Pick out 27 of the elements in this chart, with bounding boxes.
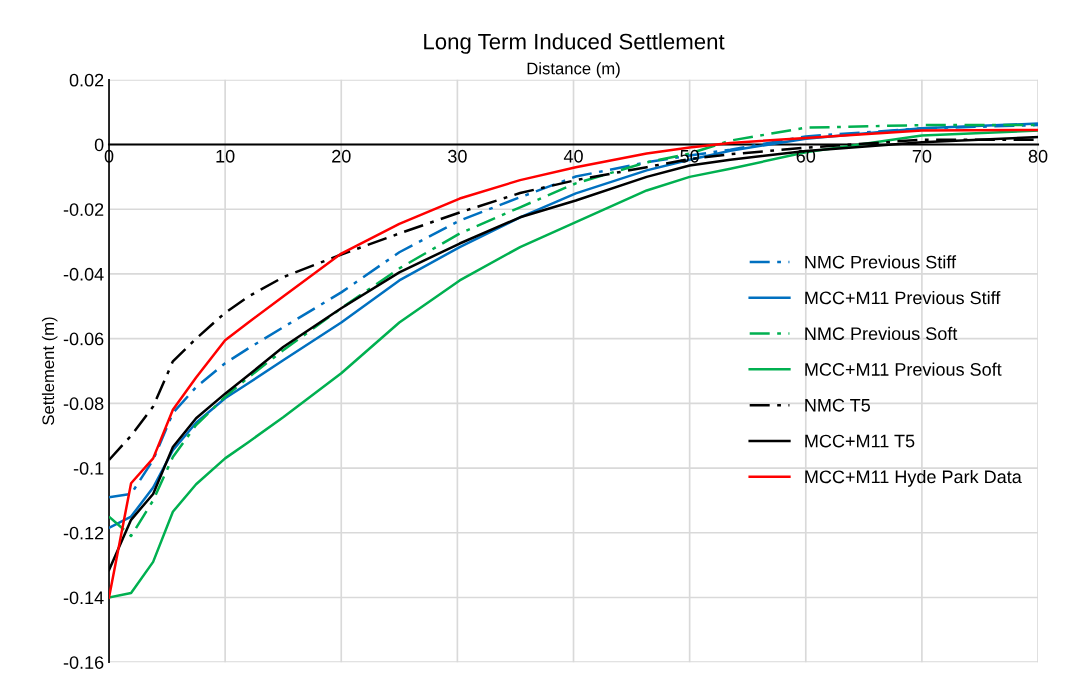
y-tick-label: -0.12 xyxy=(63,526,104,540)
x-tick-label: 30 xyxy=(448,149,467,163)
legend-label: NMC Previous Soft xyxy=(805,326,958,341)
x-tick-label: 20 xyxy=(332,149,351,163)
x-tick-label: 40 xyxy=(563,149,583,163)
x-axis-title: Distance (m) xyxy=(527,62,620,78)
y-axis-title: Settlement (m) xyxy=(41,317,58,425)
x-tick-label: 50 xyxy=(680,149,699,163)
legend-label: NMC T5 xyxy=(805,398,870,412)
y-tick-label: -0.06 xyxy=(63,332,104,346)
y-tick-label: -0.02 xyxy=(63,203,104,216)
y-tick-label: -0.04 xyxy=(63,267,104,281)
x-tick-label: 80 xyxy=(1028,149,1048,163)
y-tick-label: -0.1 xyxy=(73,462,104,475)
y-tick-label: -0.16 xyxy=(63,656,104,669)
y-tick-label: -0.08 xyxy=(63,397,104,411)
y-tick-label: -0.14 xyxy=(63,591,104,605)
y-tick-label: 0.02 xyxy=(69,73,104,87)
legend-label: MCC+M11 Hyde Park Data xyxy=(805,469,1022,487)
legend-label: NMC Previous Stiff xyxy=(805,255,957,269)
legend-label: MCC+M11 T5 xyxy=(805,434,915,448)
x-tick-label: 70 xyxy=(912,149,932,163)
y-tick-label: 0 xyxy=(94,138,104,152)
chart-title: Long Term Induced Settlement xyxy=(424,33,725,54)
legend-label: MCC+M11 Previous Soft xyxy=(805,362,1002,376)
x-tick-label: 10 xyxy=(216,149,235,163)
legend-label: MCC+M11 Previous Stiff xyxy=(805,291,1001,305)
